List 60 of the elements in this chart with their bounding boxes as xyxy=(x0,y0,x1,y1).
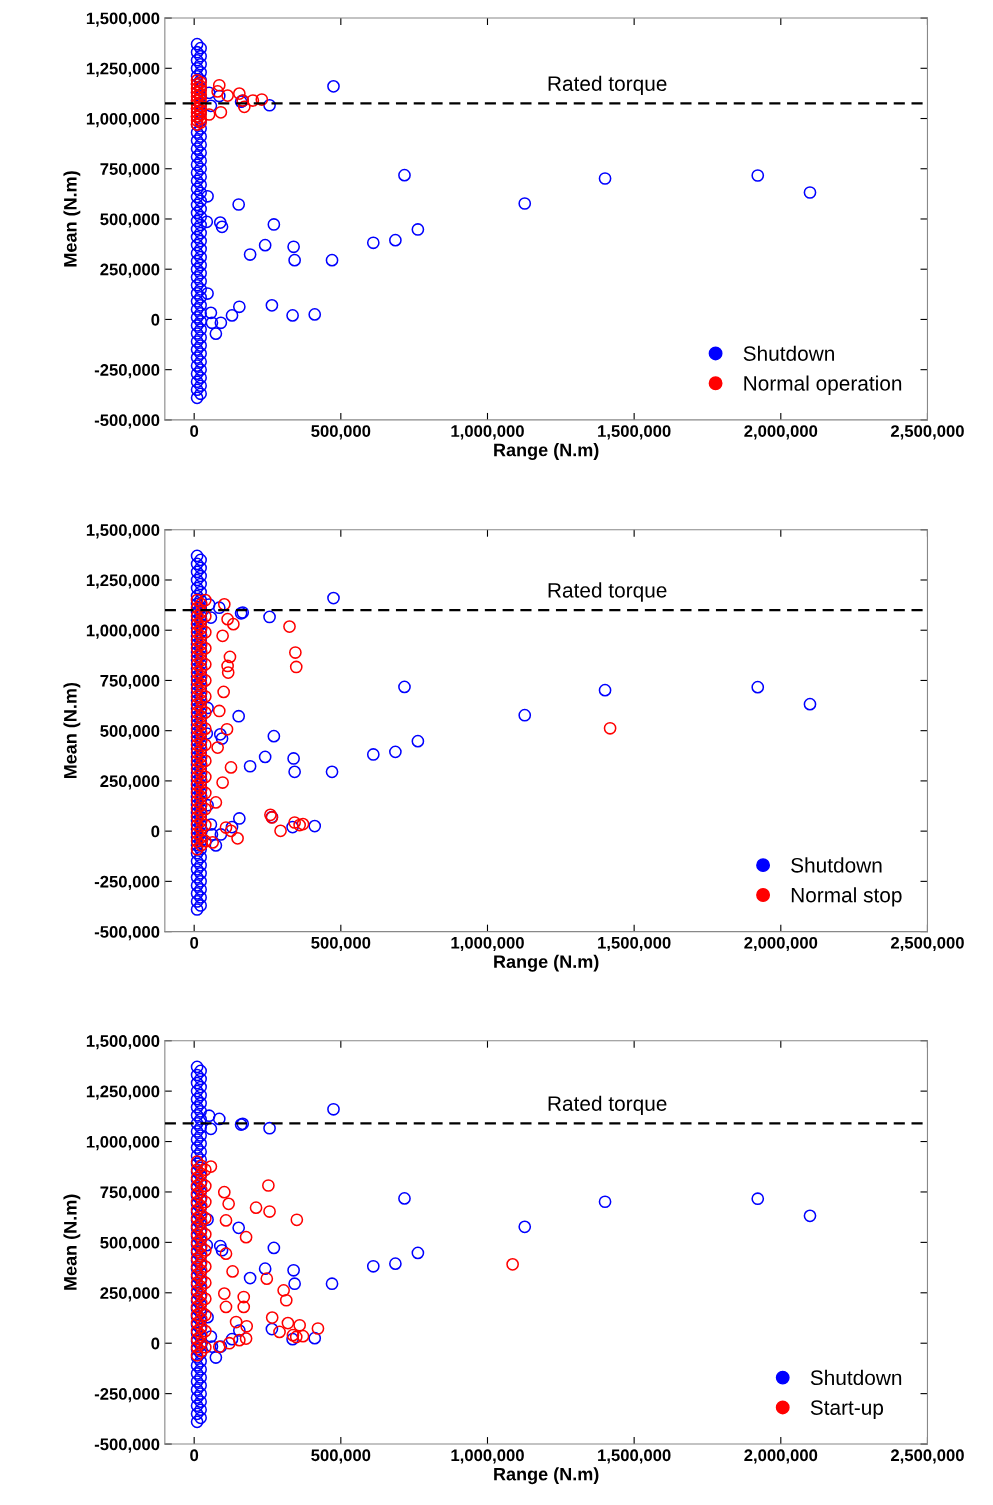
y-tick-label: 1,250,000 xyxy=(86,574,160,589)
y-tick-label: 1,500,000 xyxy=(86,1035,160,1050)
legend-label: Start-up xyxy=(810,1400,884,1420)
y-axis-title: Mean (N.m) xyxy=(63,171,81,267)
legend-label: Shutdown xyxy=(791,857,882,873)
y-axis-title: Mean (N.m) xyxy=(63,682,81,779)
x-tick-label: 0 xyxy=(190,936,199,949)
y-tick-label: 750,000 xyxy=(100,674,160,690)
y-tick-label: 1,500,000 xyxy=(86,524,160,539)
x-tick-label: 1,000,000 xyxy=(451,425,524,440)
x-tick-label: 500,000 xyxy=(311,425,371,440)
y-tick-label: -500,000 xyxy=(94,926,160,941)
x-tick-label: 1,500,000 xyxy=(598,936,671,952)
x-tick-label: 1,500,000 xyxy=(598,1449,671,1464)
y-tick-label: 1,250,000 xyxy=(86,1085,160,1100)
y-tick-label: 250,000 xyxy=(100,775,160,790)
x-tick-label: 2,000,000 xyxy=(744,936,818,952)
y-tick-label: -500,000 xyxy=(94,1438,160,1453)
y-tick-label: 1,000,000 xyxy=(86,1135,160,1151)
x-tick-label: 2,500,000 xyxy=(890,936,964,952)
x-tick-label: 500,000 xyxy=(311,936,371,952)
x-axis-title: Range (N.m) xyxy=(494,954,599,972)
x-tick-label: 1,000,000 xyxy=(451,936,524,952)
x-axis-title: Range (N.m) xyxy=(494,1467,599,1485)
y-tick-label: -250,000 xyxy=(94,1388,160,1403)
y-tick-label: 750,000 xyxy=(100,163,160,178)
y-axis-title: Mean (N.m) xyxy=(63,1194,81,1290)
ref-line-label: Rated torque xyxy=(548,1095,667,1116)
ref-line-label: Rated torque xyxy=(548,582,667,602)
x-tick-label: 2,500,000 xyxy=(890,425,964,440)
legend-label: Shutdown xyxy=(743,345,834,361)
y-tick-label: 250,000 xyxy=(100,263,160,278)
x-tick-label: 1,000,000 xyxy=(451,1449,524,1464)
x-tick-label: 2,500,000 xyxy=(890,1449,964,1464)
y-tick-label: 0 xyxy=(151,825,160,838)
y-tick-label: -250,000 xyxy=(94,875,160,890)
y-tick-label: 250,000 xyxy=(100,1287,160,1302)
y-tick-label: 1,000,000 xyxy=(86,624,160,639)
y-tick-label: 500,000 xyxy=(100,213,160,228)
ref-line-label: Rated torque xyxy=(548,75,667,96)
x-tick-label: 0 xyxy=(190,425,199,437)
x-tick-label: 2,000,000 xyxy=(744,425,818,440)
x-tick-label: 1,500,000 xyxy=(598,425,671,440)
y-tick-label: 1,250,000 xyxy=(86,62,160,77)
legend-label: Normal operation xyxy=(744,375,902,395)
legend-label: Shutdown xyxy=(810,1369,902,1386)
y-tick-label: 1,000,000 xyxy=(86,112,160,128)
y-tick-label: 1,500,000 xyxy=(86,12,160,27)
legend-label: Normal stop xyxy=(791,887,902,907)
y-tick-label: 750,000 xyxy=(100,1186,160,1201)
y-tick-label: 0 xyxy=(151,1337,160,1350)
x-tick-label: 2,000,000 xyxy=(744,1449,818,1464)
y-tick-label: 500,000 xyxy=(100,1236,160,1251)
y-tick-label: -250,000 xyxy=(94,364,160,379)
y-tick-label: 500,000 xyxy=(100,725,160,740)
y-tick-label: -500,000 xyxy=(94,414,160,429)
x-tick-label: 0 xyxy=(190,1449,199,1462)
y-tick-label: 0 xyxy=(151,313,160,326)
x-tick-label: 500,000 xyxy=(311,1449,371,1464)
x-axis-title: Range (N.m) xyxy=(494,443,599,460)
